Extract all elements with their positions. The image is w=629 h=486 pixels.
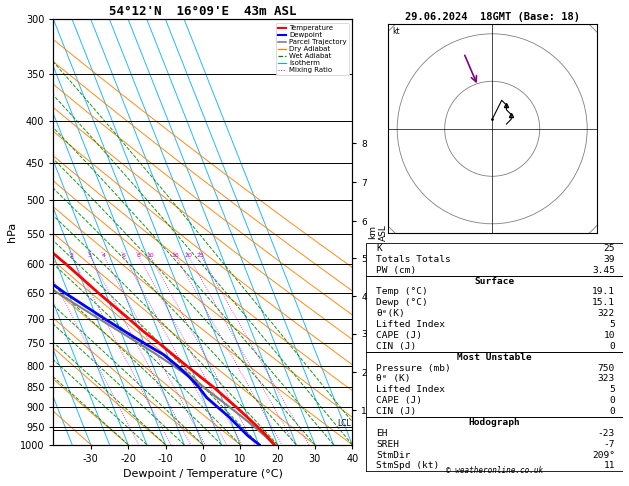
Text: © weatheronline.co.uk: © weatheronline.co.uk bbox=[446, 466, 543, 475]
Text: CIN (J): CIN (J) bbox=[376, 342, 416, 351]
Text: 15.1: 15.1 bbox=[592, 298, 615, 307]
Title: 54°12'N  16°09'E  43m ASL: 54°12'N 16°09'E 43m ASL bbox=[109, 5, 297, 18]
Text: θᵉ(K): θᵉ(K) bbox=[376, 309, 405, 318]
Text: Lifted Index: Lifted Index bbox=[376, 385, 445, 394]
Text: -23: -23 bbox=[598, 429, 615, 438]
Text: 5: 5 bbox=[610, 385, 615, 394]
Text: Pressure (mb): Pressure (mb) bbox=[376, 364, 451, 373]
Text: 16: 16 bbox=[172, 253, 179, 258]
Text: CIN (J): CIN (J) bbox=[376, 407, 416, 416]
Text: EH: EH bbox=[376, 429, 388, 438]
Text: 10: 10 bbox=[146, 253, 153, 258]
Text: θᵉ (K): θᵉ (K) bbox=[376, 374, 411, 383]
Text: 4: 4 bbox=[101, 253, 106, 258]
Text: Temp (°C): Temp (°C) bbox=[376, 288, 428, 296]
Text: StmDir: StmDir bbox=[376, 451, 411, 460]
Text: 0: 0 bbox=[610, 396, 615, 405]
Text: StmSpd (kt): StmSpd (kt) bbox=[376, 461, 440, 470]
Text: 5: 5 bbox=[610, 320, 615, 329]
Text: 0: 0 bbox=[610, 342, 615, 351]
Text: Surface: Surface bbox=[474, 277, 515, 286]
Text: SREH: SREH bbox=[376, 440, 399, 449]
Text: LCL: LCL bbox=[337, 419, 351, 428]
Text: CAPE (J): CAPE (J) bbox=[376, 396, 422, 405]
Text: 39: 39 bbox=[603, 255, 615, 264]
Text: 8: 8 bbox=[136, 253, 140, 258]
Text: Hodograph: Hodograph bbox=[469, 418, 520, 427]
Text: 20: 20 bbox=[184, 253, 192, 258]
Text: 19.1: 19.1 bbox=[592, 288, 615, 296]
Text: Lifted Index: Lifted Index bbox=[376, 320, 445, 329]
Text: 10: 10 bbox=[603, 331, 615, 340]
Text: 0: 0 bbox=[610, 407, 615, 416]
Text: 25: 25 bbox=[197, 253, 204, 258]
Text: kt: kt bbox=[392, 27, 400, 36]
Text: 750: 750 bbox=[598, 364, 615, 373]
Text: Totals Totals: Totals Totals bbox=[376, 255, 451, 264]
Text: -7: -7 bbox=[603, 440, 615, 449]
Legend: Temperature, Dewpoint, Parcel Trajectory, Dry Adiabat, Wet Adiabat, Isotherm, Mi: Temperature, Dewpoint, Parcel Trajectory… bbox=[276, 23, 348, 75]
Y-axis label: hPa: hPa bbox=[7, 222, 17, 242]
Text: 3.45: 3.45 bbox=[592, 266, 615, 275]
Text: Most Unstable: Most Unstable bbox=[457, 353, 532, 362]
Text: 11: 11 bbox=[603, 461, 615, 470]
Title: 29.06.2024  18GMT (Base: 18): 29.06.2024 18GMT (Base: 18) bbox=[404, 12, 580, 22]
Text: 25: 25 bbox=[603, 244, 615, 253]
Text: Dewp (°C): Dewp (°C) bbox=[376, 298, 428, 307]
Text: CAPE (J): CAPE (J) bbox=[376, 331, 422, 340]
Text: 3: 3 bbox=[87, 253, 92, 258]
X-axis label: Dewpoint / Temperature (°C): Dewpoint / Temperature (°C) bbox=[123, 469, 283, 479]
Text: 323: 323 bbox=[598, 374, 615, 383]
Text: 2: 2 bbox=[69, 253, 73, 258]
Text: 322: 322 bbox=[598, 309, 615, 318]
Text: 209°: 209° bbox=[592, 451, 615, 460]
Text: PW (cm): PW (cm) bbox=[376, 266, 416, 275]
Y-axis label: km
ASL: km ASL bbox=[369, 224, 388, 241]
Text: 6: 6 bbox=[121, 253, 125, 258]
Text: K: K bbox=[376, 244, 382, 253]
